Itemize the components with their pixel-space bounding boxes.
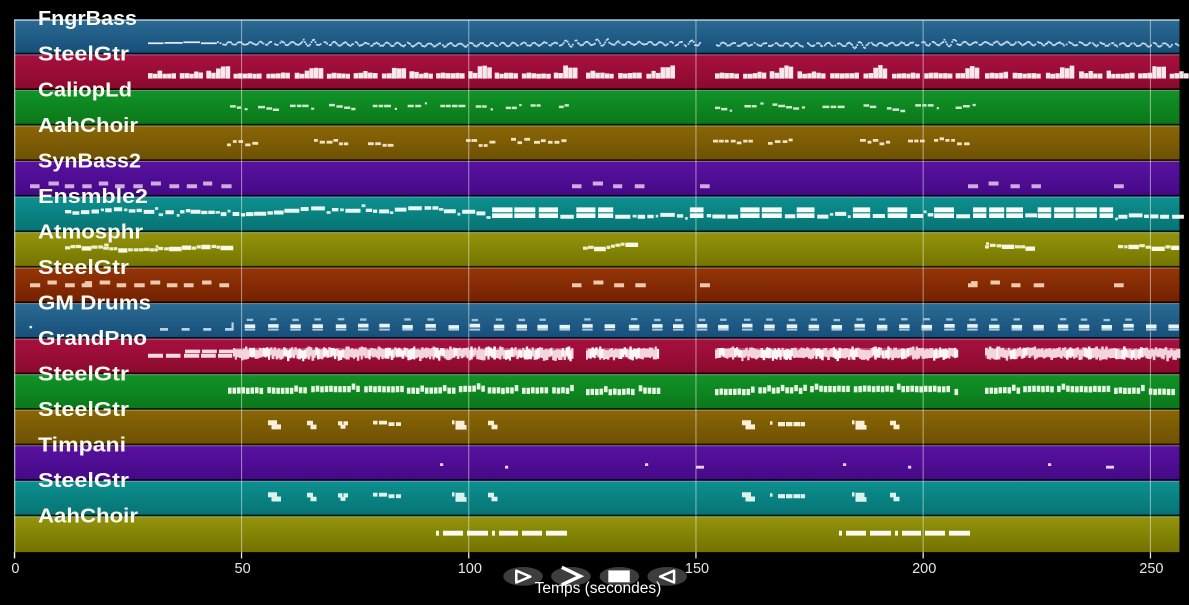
svg-text:50: 50 <box>235 561 251 577</box>
svg-text:100: 100 <box>458 561 482 577</box>
svg-text:250: 250 <box>1139 561 1163 577</box>
svg-text:200: 200 <box>912 561 936 577</box>
svg-text:SteelGtr: SteelGtr <box>38 364 129 386</box>
svg-text:SteelGtr: SteelGtr <box>38 257 129 279</box>
svg-text:SteelGtr: SteelGtr <box>38 470 129 492</box>
svg-text:AahChoir: AahChoir <box>38 115 138 137</box>
svg-text:SteelGtr: SteelGtr <box>38 399 129 421</box>
svg-text:CaliopLd: CaliopLd <box>38 79 132 101</box>
svg-text:GrandPno: GrandPno <box>38 328 147 350</box>
svg-text:Ensmble2: Ensmble2 <box>38 186 148 208</box>
svg-text:SteelGtr: SteelGtr <box>38 44 129 66</box>
svg-text:Atmosphr: Atmosphr <box>38 221 143 243</box>
svg-text:SynBass2: SynBass2 <box>38 150 141 172</box>
svg-text:150: 150 <box>685 561 709 577</box>
svg-text:Timpani: Timpani <box>38 435 126 457</box>
svg-text:GM Drums: GM Drums <box>38 292 151 314</box>
svg-text:AahChoir: AahChoir <box>38 506 138 528</box>
svg-text:Temps (secondes): Temps (secondes) <box>535 580 662 597</box>
svg-text:FngrBass: FngrBass <box>38 8 137 30</box>
svg-text:0: 0 <box>11 561 19 577</box>
